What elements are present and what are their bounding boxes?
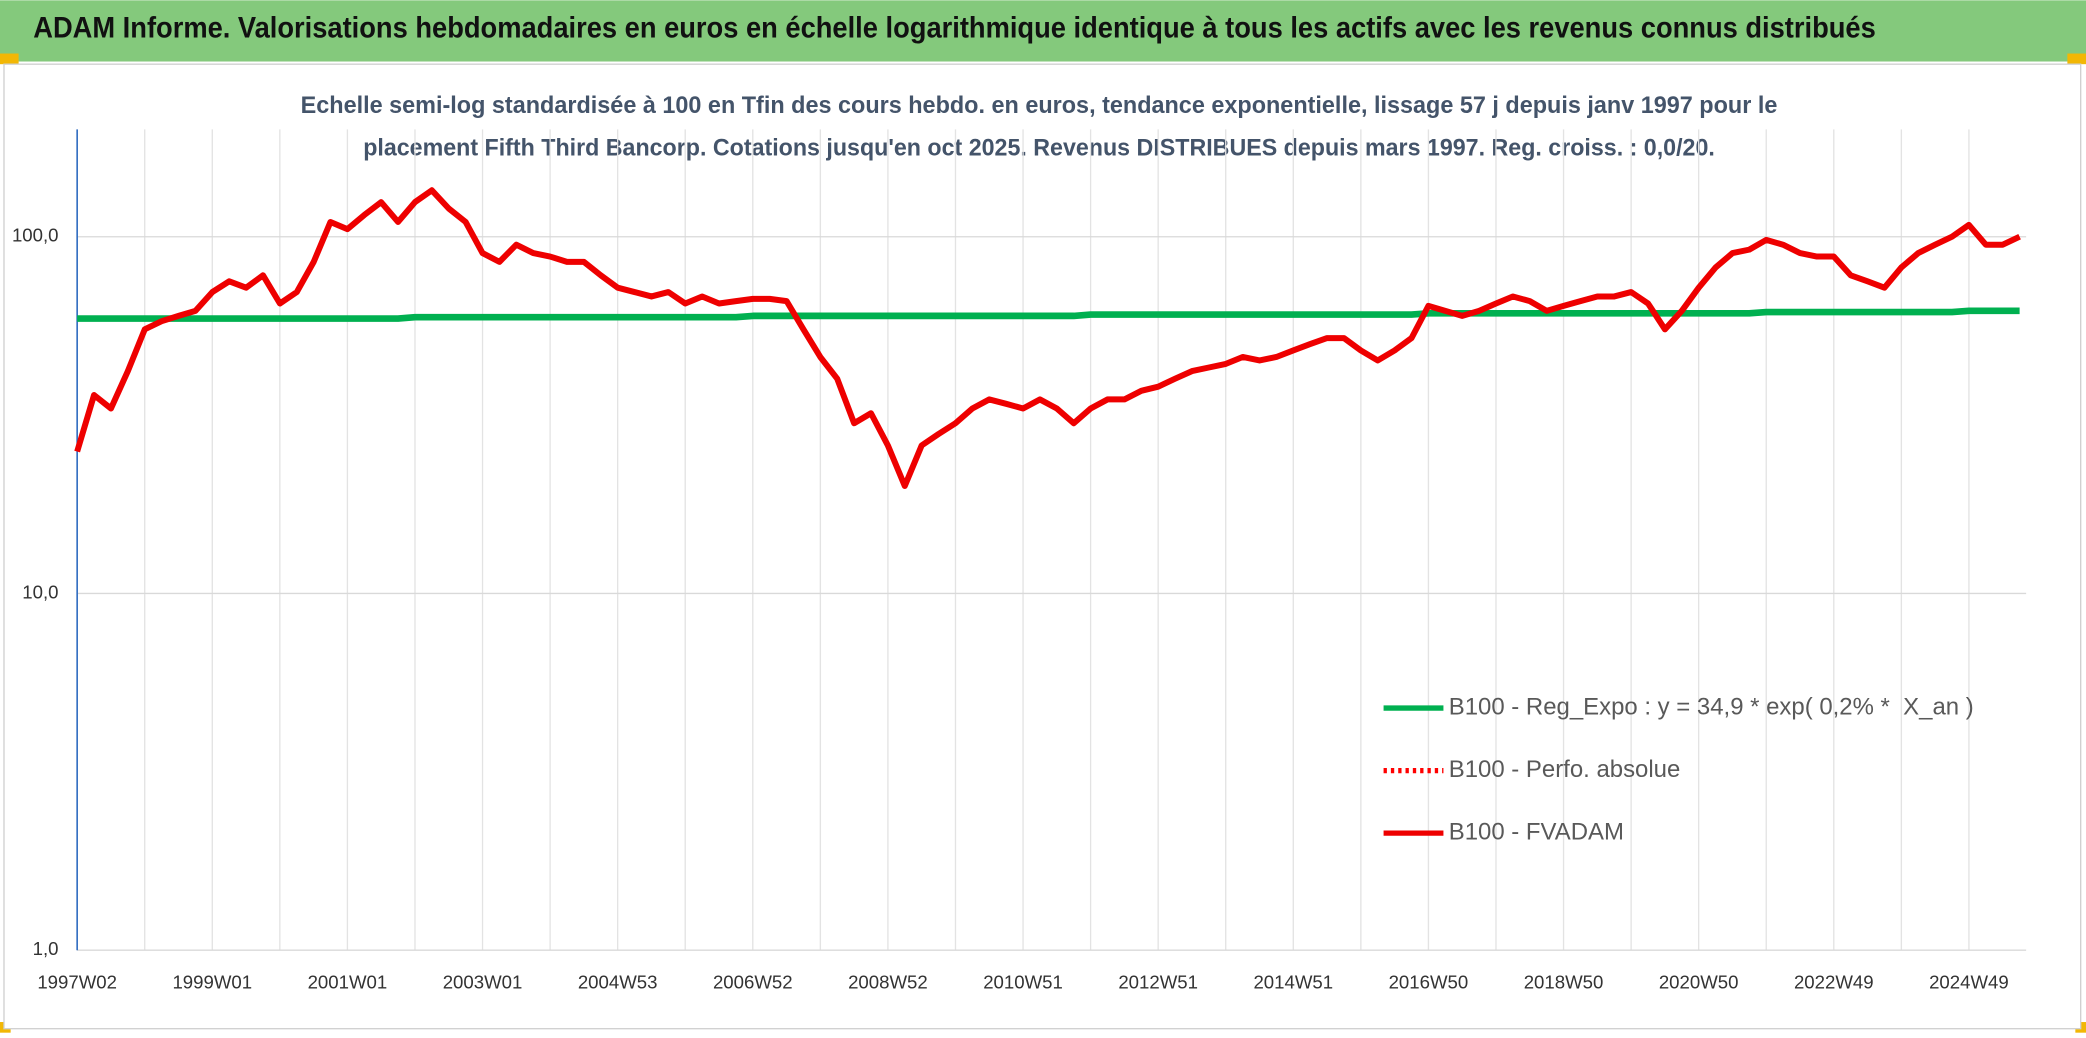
x-tick-label: 2014W51: [1253, 971, 1333, 992]
x-tick-label: 2020W50: [1659, 971, 1739, 992]
legend: B100 - Reg_Expo : y = 34,9 * exp( 0,2% *…: [1383, 693, 1974, 845]
title-banner: [0, 0, 2086, 62]
chart-title: ADAM Informe. Valorisations hebdomadaire…: [33, 12, 1876, 44]
x-tick-label: 1999W01: [172, 971, 252, 992]
legend-label: B100 - FVADAM: [1449, 818, 1624, 845]
chart-frame: [3, 63, 2082, 1030]
x-tick-label: 1997W02: [37, 971, 117, 992]
corner: [0, 53, 19, 65]
x-tick-label: 2022W49: [1794, 971, 1874, 992]
series-line: [77, 307, 2020, 322]
x-tick-label: 2012W51: [1118, 971, 1198, 992]
corner: [2067, 53, 2086, 65]
y-tick-label: 100,0: [12, 225, 59, 246]
y-tick-label: 1,0: [33, 938, 59, 959]
x-tick-label: 2010W51: [983, 971, 1063, 992]
chart-subtitle: Echelle semi-log standardisée à 100 en T…: [301, 92, 1778, 119]
x-tick-label: 2006W52: [713, 971, 793, 992]
x-tick-label: 2004W53: [578, 971, 658, 992]
x-tick-label: 2008W52: [848, 971, 928, 992]
legend-label: B100 - Reg_Expo : y = 34,9 * exp( 0,2% *…: [1449, 693, 1974, 720]
x-tick-label: 2001W01: [308, 971, 388, 992]
series-line: [74, 187, 2021, 490]
x-tick-label: 2003W01: [443, 971, 523, 992]
x-tick-label: 2024W49: [1929, 971, 2009, 992]
y-tick-label: 10,0: [22, 581, 58, 602]
x-tick-label: 2018W50: [1524, 971, 1604, 992]
chart-subtitle: placement Fifth Third Bancorp. Cotations…: [363, 135, 1715, 162]
plot: [74, 187, 2021, 490]
x-tick-label: 2016W50: [1389, 971, 1469, 992]
grid: 1997W02 1999W01 2001W01 2003W01 2004W53 2006W…: [12, 129, 2027, 992]
legend-label: B100 - Perfo. absolue: [1449, 756, 1681, 783]
